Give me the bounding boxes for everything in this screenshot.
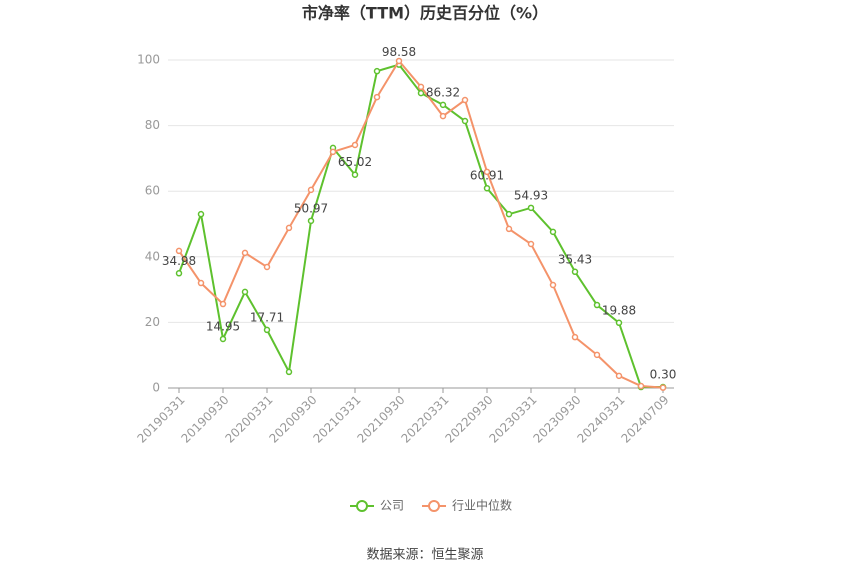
legend-label[interactable]: 公司 bbox=[380, 499, 404, 513]
point bbox=[439, 112, 447, 120]
y-tick-label: 40 bbox=[145, 249, 160, 263]
point bbox=[615, 319, 623, 327]
chart-title: 市净率（TTM）历史百分位（%） bbox=[302, 4, 548, 23]
y-tick-label: 0 bbox=[152, 381, 160, 395]
point bbox=[593, 301, 601, 309]
point bbox=[439, 101, 447, 109]
point bbox=[285, 368, 293, 376]
point bbox=[219, 300, 227, 308]
data-label: 65.02 bbox=[338, 155, 372, 169]
point bbox=[241, 288, 249, 296]
point bbox=[197, 279, 205, 287]
data-label: 34.98 bbox=[162, 254, 196, 268]
legend-marker[interactable] bbox=[428, 500, 441, 512]
point bbox=[571, 333, 579, 341]
point bbox=[175, 270, 183, 277]
point bbox=[263, 263, 271, 271]
point bbox=[461, 117, 469, 125]
point bbox=[197, 210, 205, 218]
data-label: 54.93 bbox=[514, 188, 548, 202]
point bbox=[175, 247, 183, 255]
point bbox=[373, 93, 381, 101]
point bbox=[461, 96, 469, 104]
point bbox=[527, 204, 535, 212]
y-tick-label: 80 bbox=[145, 118, 160, 132]
y-tick-label: 100 bbox=[137, 53, 160, 67]
point bbox=[329, 148, 337, 156]
point bbox=[593, 351, 601, 359]
data-label: 0.30 bbox=[650, 368, 677, 382]
y-tick-label: 20 bbox=[145, 315, 160, 329]
data-label: 98.58 bbox=[382, 45, 416, 59]
point bbox=[615, 372, 623, 380]
data-label: 14.95 bbox=[206, 319, 240, 333]
point bbox=[351, 141, 359, 149]
point bbox=[241, 249, 249, 257]
data-label: 17.71 bbox=[250, 310, 284, 324]
point bbox=[351, 171, 359, 178]
point bbox=[263, 326, 271, 334]
point bbox=[395, 57, 403, 65]
point bbox=[373, 67, 381, 75]
y-tick-label: 60 bbox=[145, 184, 160, 198]
point bbox=[483, 168, 491, 176]
point bbox=[549, 281, 557, 289]
point bbox=[549, 228, 557, 236]
data-label: 19.88 bbox=[602, 303, 636, 317]
data-label: 50.97 bbox=[294, 201, 328, 215]
data-label: 86.32 bbox=[426, 85, 460, 99]
data-label: 60.91 bbox=[470, 169, 504, 183]
point bbox=[417, 89, 425, 97]
point bbox=[637, 382, 645, 390]
point bbox=[285, 224, 293, 232]
point bbox=[307, 217, 315, 225]
point bbox=[571, 268, 579, 276]
point bbox=[417, 83, 425, 91]
data-label: 35.43 bbox=[558, 252, 592, 266]
point bbox=[659, 384, 667, 391]
source: 数据来源：恒生聚源 bbox=[366, 548, 483, 563]
legend-label[interactable]: 行业中位数 bbox=[452, 498, 512, 513]
point bbox=[307, 186, 315, 194]
point bbox=[483, 184, 491, 192]
legend-marker[interactable] bbox=[356, 500, 368, 512]
point bbox=[505, 225, 513, 233]
point bbox=[527, 240, 535, 248]
point bbox=[505, 210, 513, 218]
point bbox=[219, 335, 227, 343]
